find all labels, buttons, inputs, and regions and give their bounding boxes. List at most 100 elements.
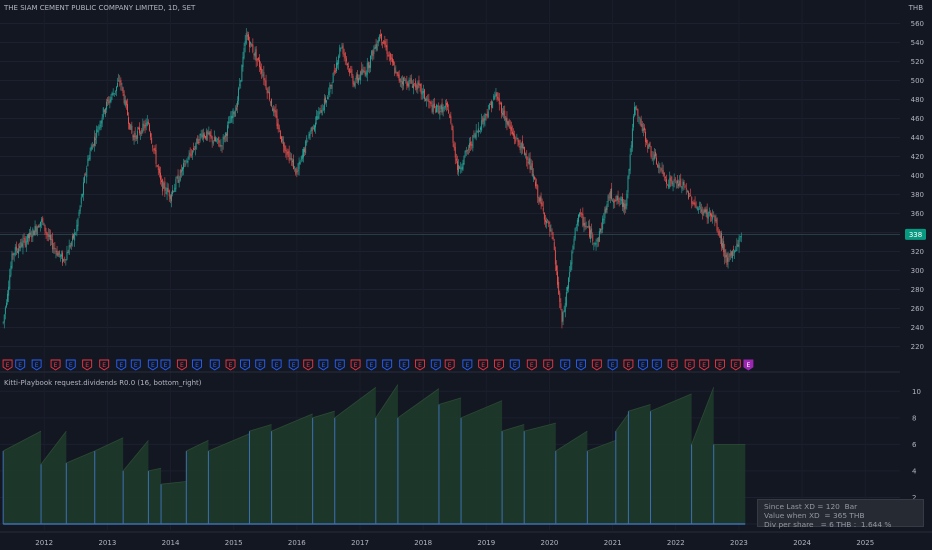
candle-down [518, 140, 520, 146]
candle-up [88, 158, 90, 160]
candle-down [414, 83, 416, 84]
candle-down [545, 219, 546, 222]
earnings-marker-badge [699, 359, 710, 371]
earnings-marker-label: E [434, 362, 438, 369]
earnings-marker-badge [31, 359, 42, 371]
candle-up [10, 265, 12, 276]
candle-up [331, 84, 333, 89]
candle-down [396, 72, 398, 74]
candle-up [480, 127, 482, 130]
dividend-area-segment [334, 387, 376, 524]
candle-down [441, 102, 443, 114]
candle-down [123, 93, 125, 104]
dividend-top-line [460, 400, 503, 419]
candle-down [471, 144, 473, 147]
candle-down [662, 170, 664, 174]
candle-up [475, 130, 477, 138]
candle-down [295, 168, 297, 174]
candle-up [355, 75, 357, 80]
candle-down [498, 98, 500, 105]
candle-up [289, 158, 291, 159]
dividend-top-line [148, 467, 162, 472]
candle-up [116, 86, 117, 91]
candle-up [403, 77, 405, 86]
candle-down [257, 57, 259, 61]
candle-up [318, 111, 320, 119]
candle-up [673, 179, 675, 182]
candle-up [604, 209, 606, 219]
candle-up [145, 122, 147, 127]
candle-up [405, 79, 407, 81]
earnings-marker-label: E [180, 362, 184, 369]
candle-down [451, 124, 453, 131]
indicator-label[interactable]: Kitti-Playbook request.dividends R0.0 (1… [4, 379, 202, 387]
candle-up [114, 90, 116, 92]
candle-up [184, 161, 186, 163]
candle-down [428, 98, 430, 102]
candle-down [259, 59, 260, 68]
candle-down [733, 249, 735, 251]
candle-up [593, 243, 595, 245]
candle-down [274, 110, 276, 112]
earnings-marker-label: E [85, 362, 89, 369]
candle-up [738, 237, 740, 248]
candle-down [284, 145, 286, 151]
candle-up [686, 190, 688, 192]
candle-down [612, 199, 614, 201]
candle-down [139, 127, 141, 134]
candle-down [35, 226, 37, 232]
candle-up [327, 96, 329, 100]
candle-down [647, 145, 649, 149]
candle-down [723, 241, 725, 252]
candle-down [361, 68, 363, 75]
candle-down [714, 215, 716, 222]
candle-up [374, 47, 376, 50]
candle-down [534, 176, 535, 180]
candle-up [729, 253, 731, 257]
candle-down [448, 109, 450, 114]
candle-down [592, 234, 594, 242]
candle-down [457, 161, 458, 170]
candle-up [172, 190, 174, 195]
candle-down [615, 199, 617, 201]
candle-down [330, 85, 332, 87]
candle-down [521, 140, 523, 149]
candle-up [370, 55, 372, 68]
earnings-marker-badge [2, 359, 13, 371]
dividend-top-line [524, 422, 556, 432]
candle-down [45, 231, 47, 233]
candle-up [567, 287, 568, 291]
candle-up [166, 187, 168, 195]
candle-down [543, 212, 545, 220]
indicator-tick-label: 6 [912, 441, 917, 449]
time-axis[interactable]: 2012 2013 2014 2015 2016 2017 2018 2019 2020 2021… [0, 531, 932, 547]
candle-up [81, 194, 83, 197]
candle-down [411, 85, 413, 88]
earnings-marker-badge [637, 359, 648, 371]
candle-down [342, 45, 344, 54]
candle-down [649, 142, 651, 147]
candle-down [398, 74, 400, 81]
candle-down [253, 53, 255, 56]
candle-down [304, 148, 306, 153]
candle-up [732, 251, 733, 259]
candle-down [143, 124, 145, 126]
earnings-marker-label: E [321, 362, 325, 369]
earnings-marker-label: E [195, 362, 199, 369]
candle-up [329, 84, 331, 93]
candle-down [657, 164, 659, 168]
price-tick-label: 360 [911, 210, 924, 218]
candle-up [55, 251, 57, 253]
earnings-marker-badge [382, 359, 393, 371]
candle-up [528, 158, 530, 165]
earnings-marker-label: E [448, 362, 452, 369]
candle-up [461, 166, 463, 170]
time-tick-label: 2025 [856, 539, 874, 547]
candle-down [189, 152, 191, 155]
candle-down [167, 187, 169, 192]
candle-up [22, 240, 24, 248]
candle-up [175, 179, 177, 190]
candle-down [429, 101, 431, 103]
candle-down [255, 49, 257, 62]
candle-up [110, 96, 112, 102]
